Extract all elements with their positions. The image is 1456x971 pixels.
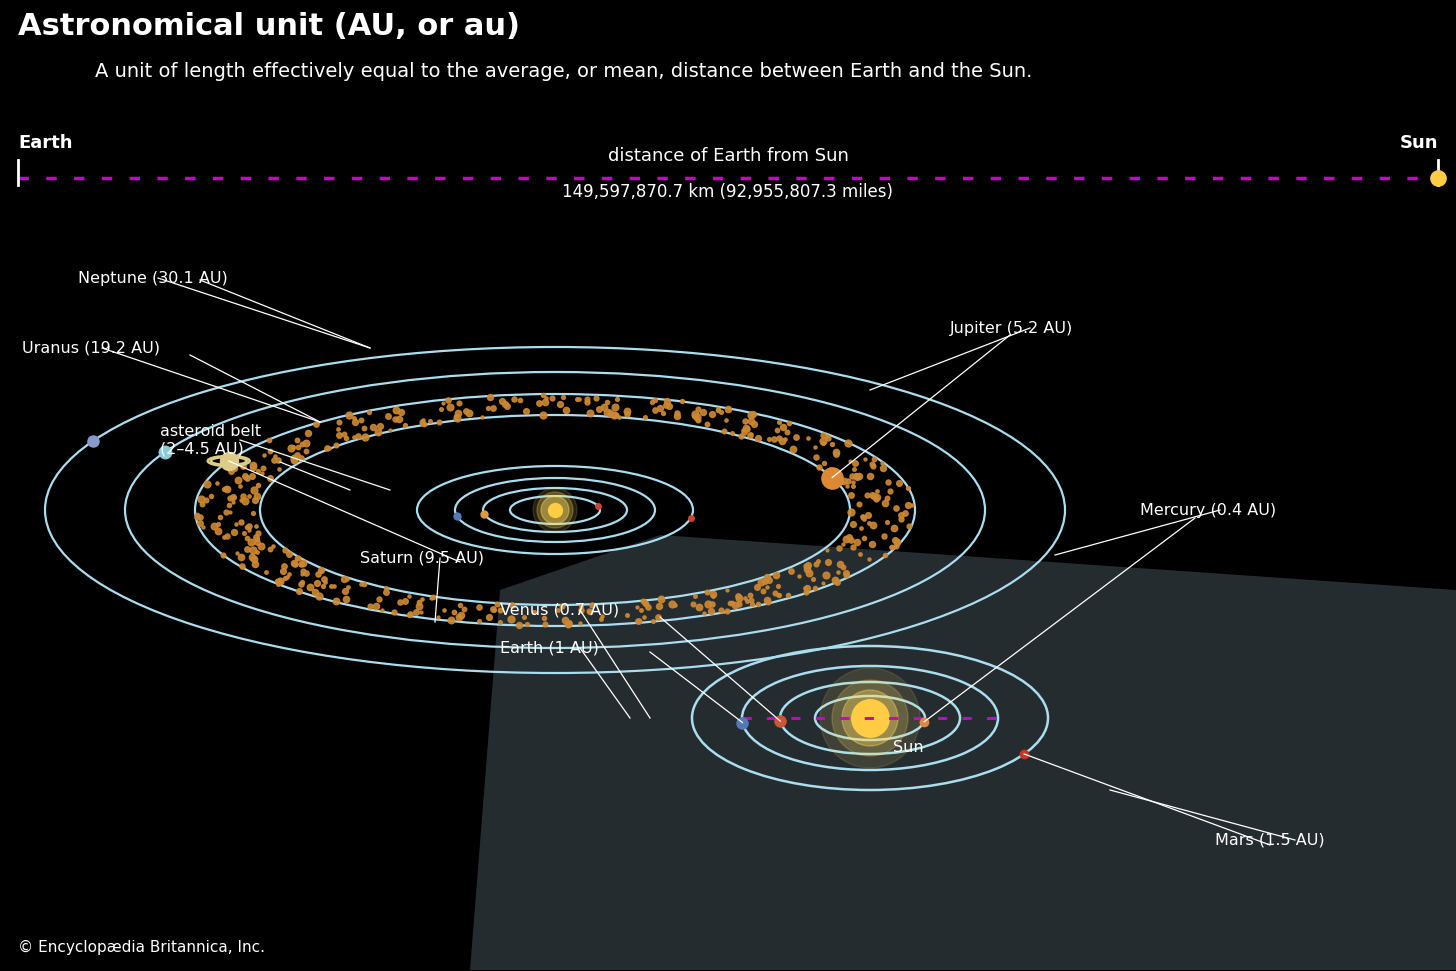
Text: 149,597,870.7 km (92,955,807.3 miles): 149,597,870.7 km (92,955,807.3 miles) bbox=[562, 183, 894, 201]
Text: distance of Earth from Sun: distance of Earth from Sun bbox=[607, 147, 849, 165]
Text: Sun: Sun bbox=[893, 741, 923, 755]
Text: Earth (1 AU): Earth (1 AU) bbox=[499, 641, 598, 655]
Text: Uranus (19.2 AU): Uranus (19.2 AU) bbox=[22, 341, 160, 355]
Circle shape bbox=[542, 496, 569, 524]
Polygon shape bbox=[470, 535, 1456, 970]
Circle shape bbox=[537, 492, 574, 528]
Circle shape bbox=[852, 700, 888, 736]
Text: Sun: Sun bbox=[1399, 134, 1439, 152]
Text: Venus (0.7 AU): Venus (0.7 AU) bbox=[499, 602, 619, 618]
Circle shape bbox=[842, 690, 898, 746]
Text: A unit of length effectively equal to the average, or mean, distance between Ear: A unit of length effectively equal to th… bbox=[95, 62, 1032, 81]
Circle shape bbox=[831, 680, 909, 756]
Text: Neptune (30.1 AU): Neptune (30.1 AU) bbox=[79, 271, 227, 285]
Circle shape bbox=[533, 488, 577, 532]
Circle shape bbox=[820, 668, 920, 768]
Text: asteroid belt
(2–4.5 AU): asteroid belt (2–4.5 AU) bbox=[160, 423, 261, 456]
Text: Jupiter (5.2 AU): Jupiter (5.2 AU) bbox=[949, 320, 1073, 336]
Text: Astronomical unit (AU, or au): Astronomical unit (AU, or au) bbox=[17, 12, 520, 41]
Text: Mercury (0.4 AU): Mercury (0.4 AU) bbox=[1140, 503, 1275, 518]
Text: © Encyclopædia Britannica, Inc.: © Encyclopædia Britannica, Inc. bbox=[17, 940, 265, 955]
Text: Saturn (9.5 AU): Saturn (9.5 AU) bbox=[360, 551, 483, 565]
Text: Earth: Earth bbox=[17, 134, 73, 152]
Text: Mars (1.5 AU): Mars (1.5 AU) bbox=[1214, 832, 1325, 848]
